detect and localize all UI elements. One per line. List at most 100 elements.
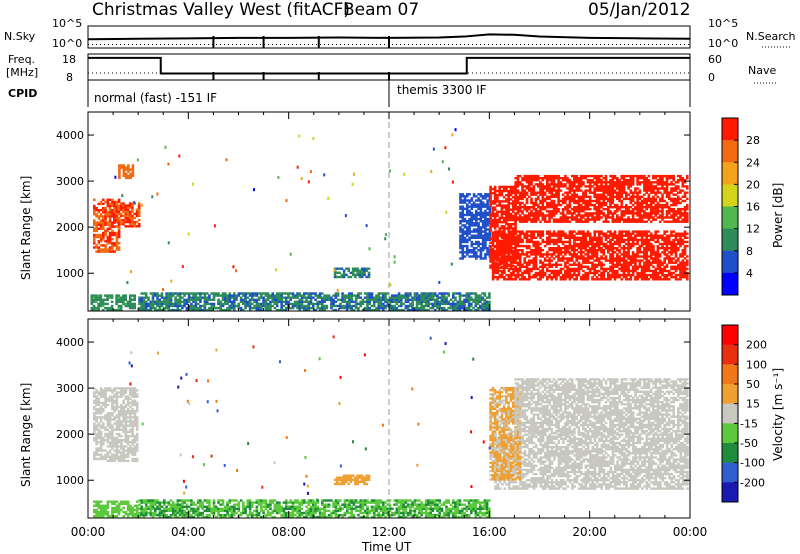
- heatmap-cell: [627, 230, 630, 233]
- heatmap-cell: [476, 298, 480, 301]
- heatmap-cell: [117, 248, 121, 251]
- heatmap-cell: [368, 300, 371, 303]
- heatmap-cell: [573, 278, 576, 281]
- heatmap-cell: [681, 181, 685, 184]
- heatmap-cell: [528, 255, 531, 258]
- heatmap-cell: [625, 212, 628, 215]
- heatmap-cell: [627, 206, 630, 209]
- heatmap-cell: [645, 276, 648, 279]
- heatmap-cell: [500, 194, 504, 197]
- heatmap-cell: [133, 302, 136, 306]
- heatmap-cell: [498, 187, 501, 191]
- heatmap-cell: [566, 197, 569, 201]
- heatmap-cell: [546, 251, 549, 254]
- heatmap-cell: [631, 253, 635, 256]
- heatmap-cell: [368, 308, 371, 312]
- heatmap-cell: [187, 306, 191, 310]
- heatmap-cell: [106, 242, 110, 245]
- heatmap-cell: [507, 216, 510, 220]
- heatmap-cell: [548, 269, 551, 273]
- heatmap-cell: [119, 304, 123, 308]
- heatmap-cell: [672, 276, 675, 279]
- heatmap-cell: [327, 294, 331, 297]
- heatmap-cell: [463, 207, 467, 210]
- heatmap-cell: [388, 306, 392, 310]
- heatmap-cell: [117, 198, 121, 201]
- heatmap-cell: [584, 247, 587, 250]
- heatmap-cell: [486, 203, 489, 206]
- heatmap-cell: [500, 225, 504, 228]
- heatmap-cell: [117, 304, 121, 308]
- heatmap-cell: [514, 266, 517, 269]
- heatmap-cell: [557, 177, 560, 180]
- heatmap-cell: [575, 210, 578, 213]
- heatmap-cell: [643, 265, 646, 268]
- heatmap-cell: [573, 247, 576, 250]
- heatmap-cell: [573, 208, 576, 211]
- heatmap-cell: [137, 212, 141, 216]
- heatmap-cell: [475, 234, 478, 237]
- heatmap-cell: [636, 212, 639, 215]
- heatmap-cell: [622, 191, 626, 194]
- heatmap-cell: [539, 278, 542, 281]
- heatmap-cell: [663, 206, 666, 209]
- heatmap-cell: [629, 259, 633, 262]
- heatmap-cell: [496, 264, 499, 267]
- heatmap-cell: [496, 212, 499, 216]
- heatmap-cell: [579, 251, 583, 254]
- heatmap-cell: [616, 276, 619, 279]
- heatmap-cell: [411, 304, 414, 308]
- heatmap-cell: [595, 212, 599, 215]
- heatmap-cell: [350, 304, 353, 308]
- heatmap-cell: [160, 302, 164, 306]
- heatmap-cell: [196, 306, 200, 310]
- heatmap-cell: [582, 265, 585, 268]
- heatmap-cell: [537, 218, 540, 221]
- heatmap-cell: [541, 267, 545, 271]
- heatmap-cell: [99, 215, 103, 218]
- heatmap-cell: [568, 269, 572, 273]
- heatmap-cell: [498, 189, 501, 193]
- heatmap-cell: [363, 296, 367, 299]
- heatmap-cell: [523, 257, 526, 260]
- heatmap-cell: [557, 230, 560, 233]
- heatmap-cell: [332, 304, 335, 308]
- heatmap-cell: [634, 276, 637, 279]
- heatmap-cell: [481, 205, 485, 208]
- heatmap-cell: [604, 191, 608, 194]
- heatmap-cell: [600, 185, 603, 188]
- heatmap-cell: [679, 216, 682, 219]
- heatmap-cell: [479, 205, 483, 208]
- heatmap-cell: [491, 237, 495, 240]
- heatmap-cell: [638, 214, 642, 217]
- heatmap-cell: [228, 306, 232, 310]
- heatmap-cell: [613, 271, 617, 275]
- heatmap-cell: [629, 189, 633, 192]
- heatmap-cell: [115, 206, 118, 209]
- heatmap-cell: [518, 232, 522, 235]
- heatmap-cell: [670, 259, 673, 262]
- heatmap-cell: [686, 236, 689, 239]
- heatmap-cell: [634, 220, 637, 223]
- heatmap-cell: [618, 185, 621, 188]
- heatmap-cell: [609, 242, 612, 246]
- heatmap-cell: [397, 298, 401, 301]
- heatmap-cell: [566, 276, 569, 279]
- heatmap-cell: [111, 225, 114, 228]
- heatmap-cell: [652, 185, 655, 188]
- heatmap-cell: [169, 300, 173, 303]
- heatmap-cell: [656, 230, 660, 233]
- heatmap-cell: [169, 292, 173, 295]
- heatmap-cell: [658, 255, 662, 258]
- heatmap-cell: [468, 236, 471, 239]
- heatmap-cell: [470, 251, 474, 254]
- heatmap-cell: [470, 197, 474, 200]
- heatmap-cell: [323, 298, 326, 301]
- heatmap-cell: [597, 269, 601, 273]
- heatmap-cell: [131, 214, 134, 218]
- heatmap-cell: [607, 216, 610, 219]
- heatmap-cell: [654, 259, 657, 262]
- heatmap-cell: [661, 242, 664, 246]
- heatmap-cell: [363, 300, 367, 303]
- heatmap-cell: [670, 187, 673, 190]
